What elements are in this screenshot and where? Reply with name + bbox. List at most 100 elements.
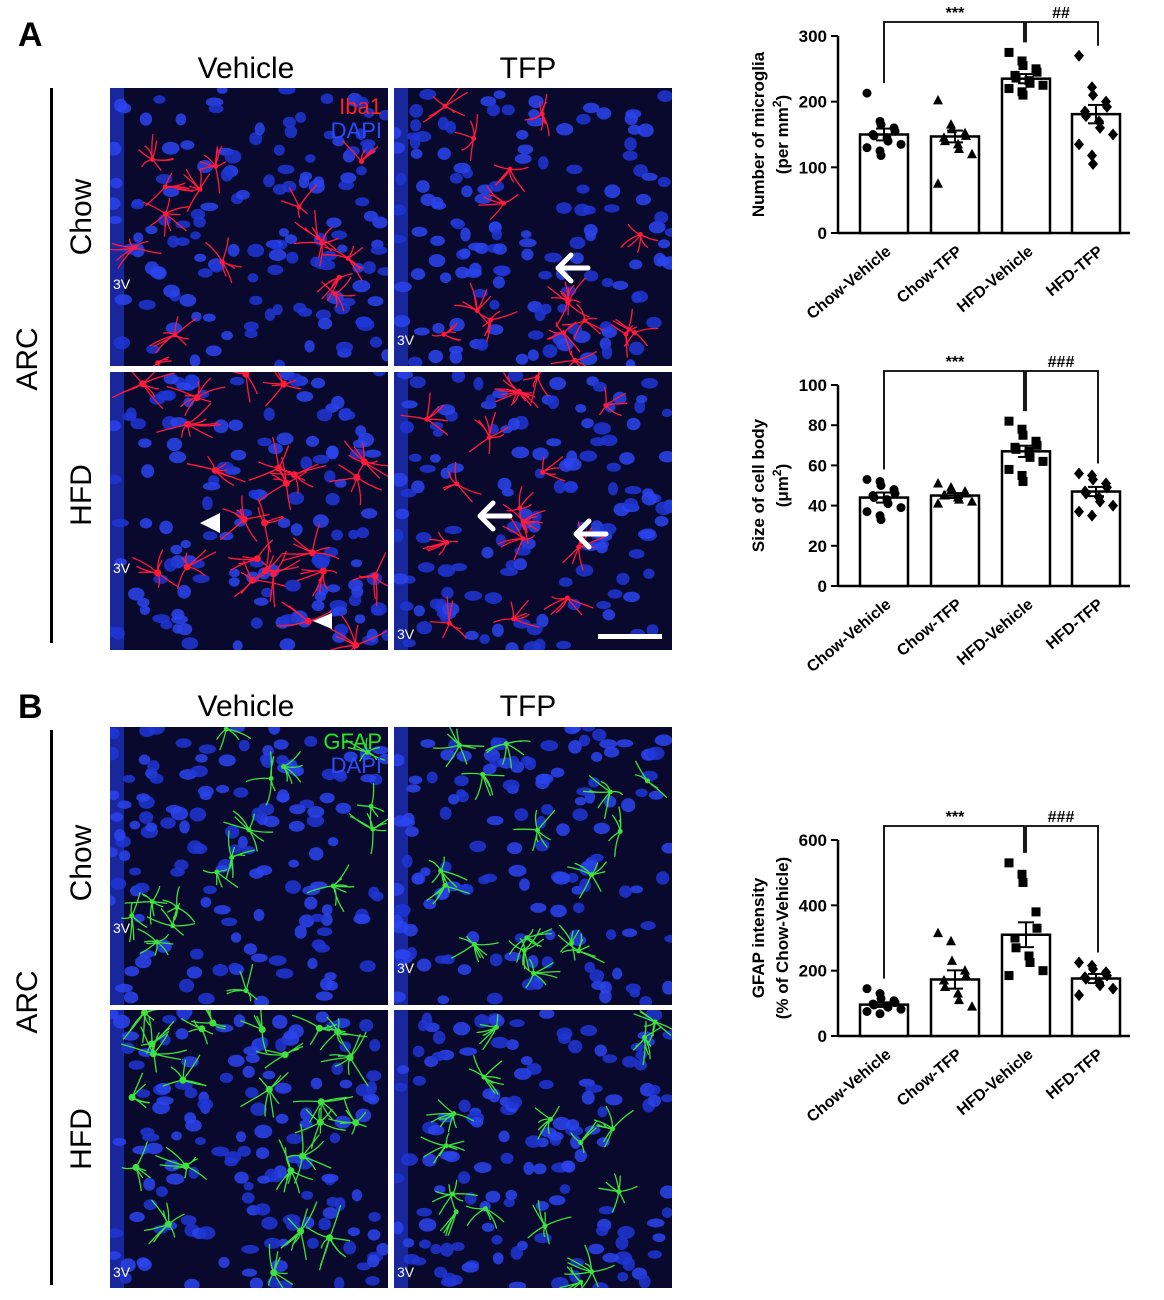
- nucleus: [235, 190, 250, 200]
- nucleus: [110, 216, 123, 224]
- nucleus: [184, 1278, 200, 1288]
- nucleus: [156, 1096, 174, 1106]
- nucleus: [288, 859, 300, 868]
- nucleus: [599, 739, 618, 749]
- micrograph-a-hfd-tfp: [394, 372, 672, 650]
- nucleus: [178, 1010, 190, 1021]
- data-point: [1004, 47, 1014, 57]
- cell-process: [177, 549, 217, 590]
- nucleus: [296, 391, 314, 402]
- nucleus: [334, 1276, 345, 1288]
- nucleus: [623, 591, 640, 603]
- micrograph-background: [394, 88, 672, 366]
- nucleus: [176, 382, 191, 391]
- nucleus: [550, 904, 567, 918]
- ventricle-wall: [394, 1010, 408, 1288]
- nucleus: [230, 376, 245, 386]
- nucleus: [139, 811, 154, 824]
- nucleus: [354, 614, 366, 624]
- nucleus: [662, 980, 672, 995]
- nucleus: [510, 1246, 523, 1260]
- cell-process: [121, 891, 148, 943]
- data-point: [869, 131, 879, 141]
- nucleus: [262, 1070, 276, 1080]
- nucleus: [335, 802, 352, 814]
- bar: [1000, 77, 1052, 235]
- nucleus: [394, 472, 408, 487]
- cell-process: [461, 772, 505, 801]
- cell-process: [329, 464, 383, 506]
- row-label-hfd-b: HFD: [65, 1108, 98, 1170]
- ventricle-wall: [110, 1010, 124, 1288]
- nucleus: [568, 740, 582, 754]
- nucleus: [295, 112, 306, 123]
- nucleus: [506, 1039, 519, 1050]
- nucleus: [310, 256, 322, 268]
- nucleus: [558, 1033, 571, 1044]
- nucleus: [416, 180, 430, 193]
- nucleus: [431, 1051, 446, 1062]
- cell-process: [226, 963, 258, 1002]
- y-tick-label: 600: [799, 831, 827, 850]
- nucleus: [466, 931, 480, 945]
- nucleus: [428, 254, 446, 268]
- column-label-tfp-a: TFP: [499, 52, 557, 85]
- marker-cells: [426, 727, 668, 989]
- nucleus: [415, 532, 432, 544]
- nucleus: [507, 842, 523, 855]
- nucleus: [356, 166, 367, 176]
- nucleus: [194, 1137, 206, 1146]
- nucleus: [311, 377, 326, 389]
- nucleus: [300, 1107, 313, 1121]
- cell-process: [296, 568, 338, 597]
- nucleus: [121, 1031, 139, 1041]
- data-point: [961, 970, 971, 980]
- nucleus: [181, 637, 199, 650]
- nucleus: [514, 153, 532, 164]
- nucleus: [502, 488, 514, 497]
- nucleus: [457, 1171, 471, 1184]
- nucleus: [629, 989, 641, 998]
- nucleus: [359, 960, 376, 973]
- nucleus: [370, 246, 388, 255]
- nucleus: [654, 734, 672, 746]
- nucleus: [123, 991, 139, 1004]
- nucleus: [348, 529, 359, 540]
- data-point: [862, 507, 872, 517]
- data-point: [1088, 963, 1098, 976]
- marker-cells: [110, 134, 379, 366]
- nucleus: [276, 432, 294, 446]
- nucleus: [402, 1238, 415, 1248]
- cell-process: [110, 238, 162, 269]
- nucleus: [661, 842, 672, 854]
- nucleus: [194, 253, 207, 262]
- nucleus: [642, 488, 654, 498]
- nucleus: [279, 614, 297, 627]
- nucleus: [348, 594, 362, 607]
- nucleus: [416, 958, 432, 972]
- nucleus: [575, 564, 594, 577]
- data-point: [947, 123, 957, 134]
- nucleus: [189, 807, 207, 822]
- nucleus: [235, 508, 253, 518]
- nucleus: [556, 640, 572, 650]
- data-point: [876, 120, 886, 130]
- nucleus: [622, 1056, 638, 1068]
- nucleus: [583, 270, 599, 282]
- cell-process: [248, 436, 306, 482]
- nucleus: [617, 1272, 629, 1282]
- cell-process: [345, 737, 385, 762]
- ventricle-label: 3V: [397, 960, 415, 976]
- nucleus: [394, 1082, 408, 1092]
- ventricle-wall: [110, 727, 124, 1005]
- nucleus: [461, 1262, 479, 1273]
- nucleus: [340, 172, 357, 184]
- nucleus: [532, 447, 549, 461]
- arrow-left-icon: [573, 518, 609, 550]
- cell-process: [564, 1244, 615, 1288]
- nucleus: [310, 1077, 323, 1090]
- cell-process: [594, 1105, 634, 1148]
- cell-process: [431, 1179, 478, 1215]
- micrograph-b-hfd-tfp: [394, 1010, 672, 1288]
- nucleus: [478, 875, 490, 885]
